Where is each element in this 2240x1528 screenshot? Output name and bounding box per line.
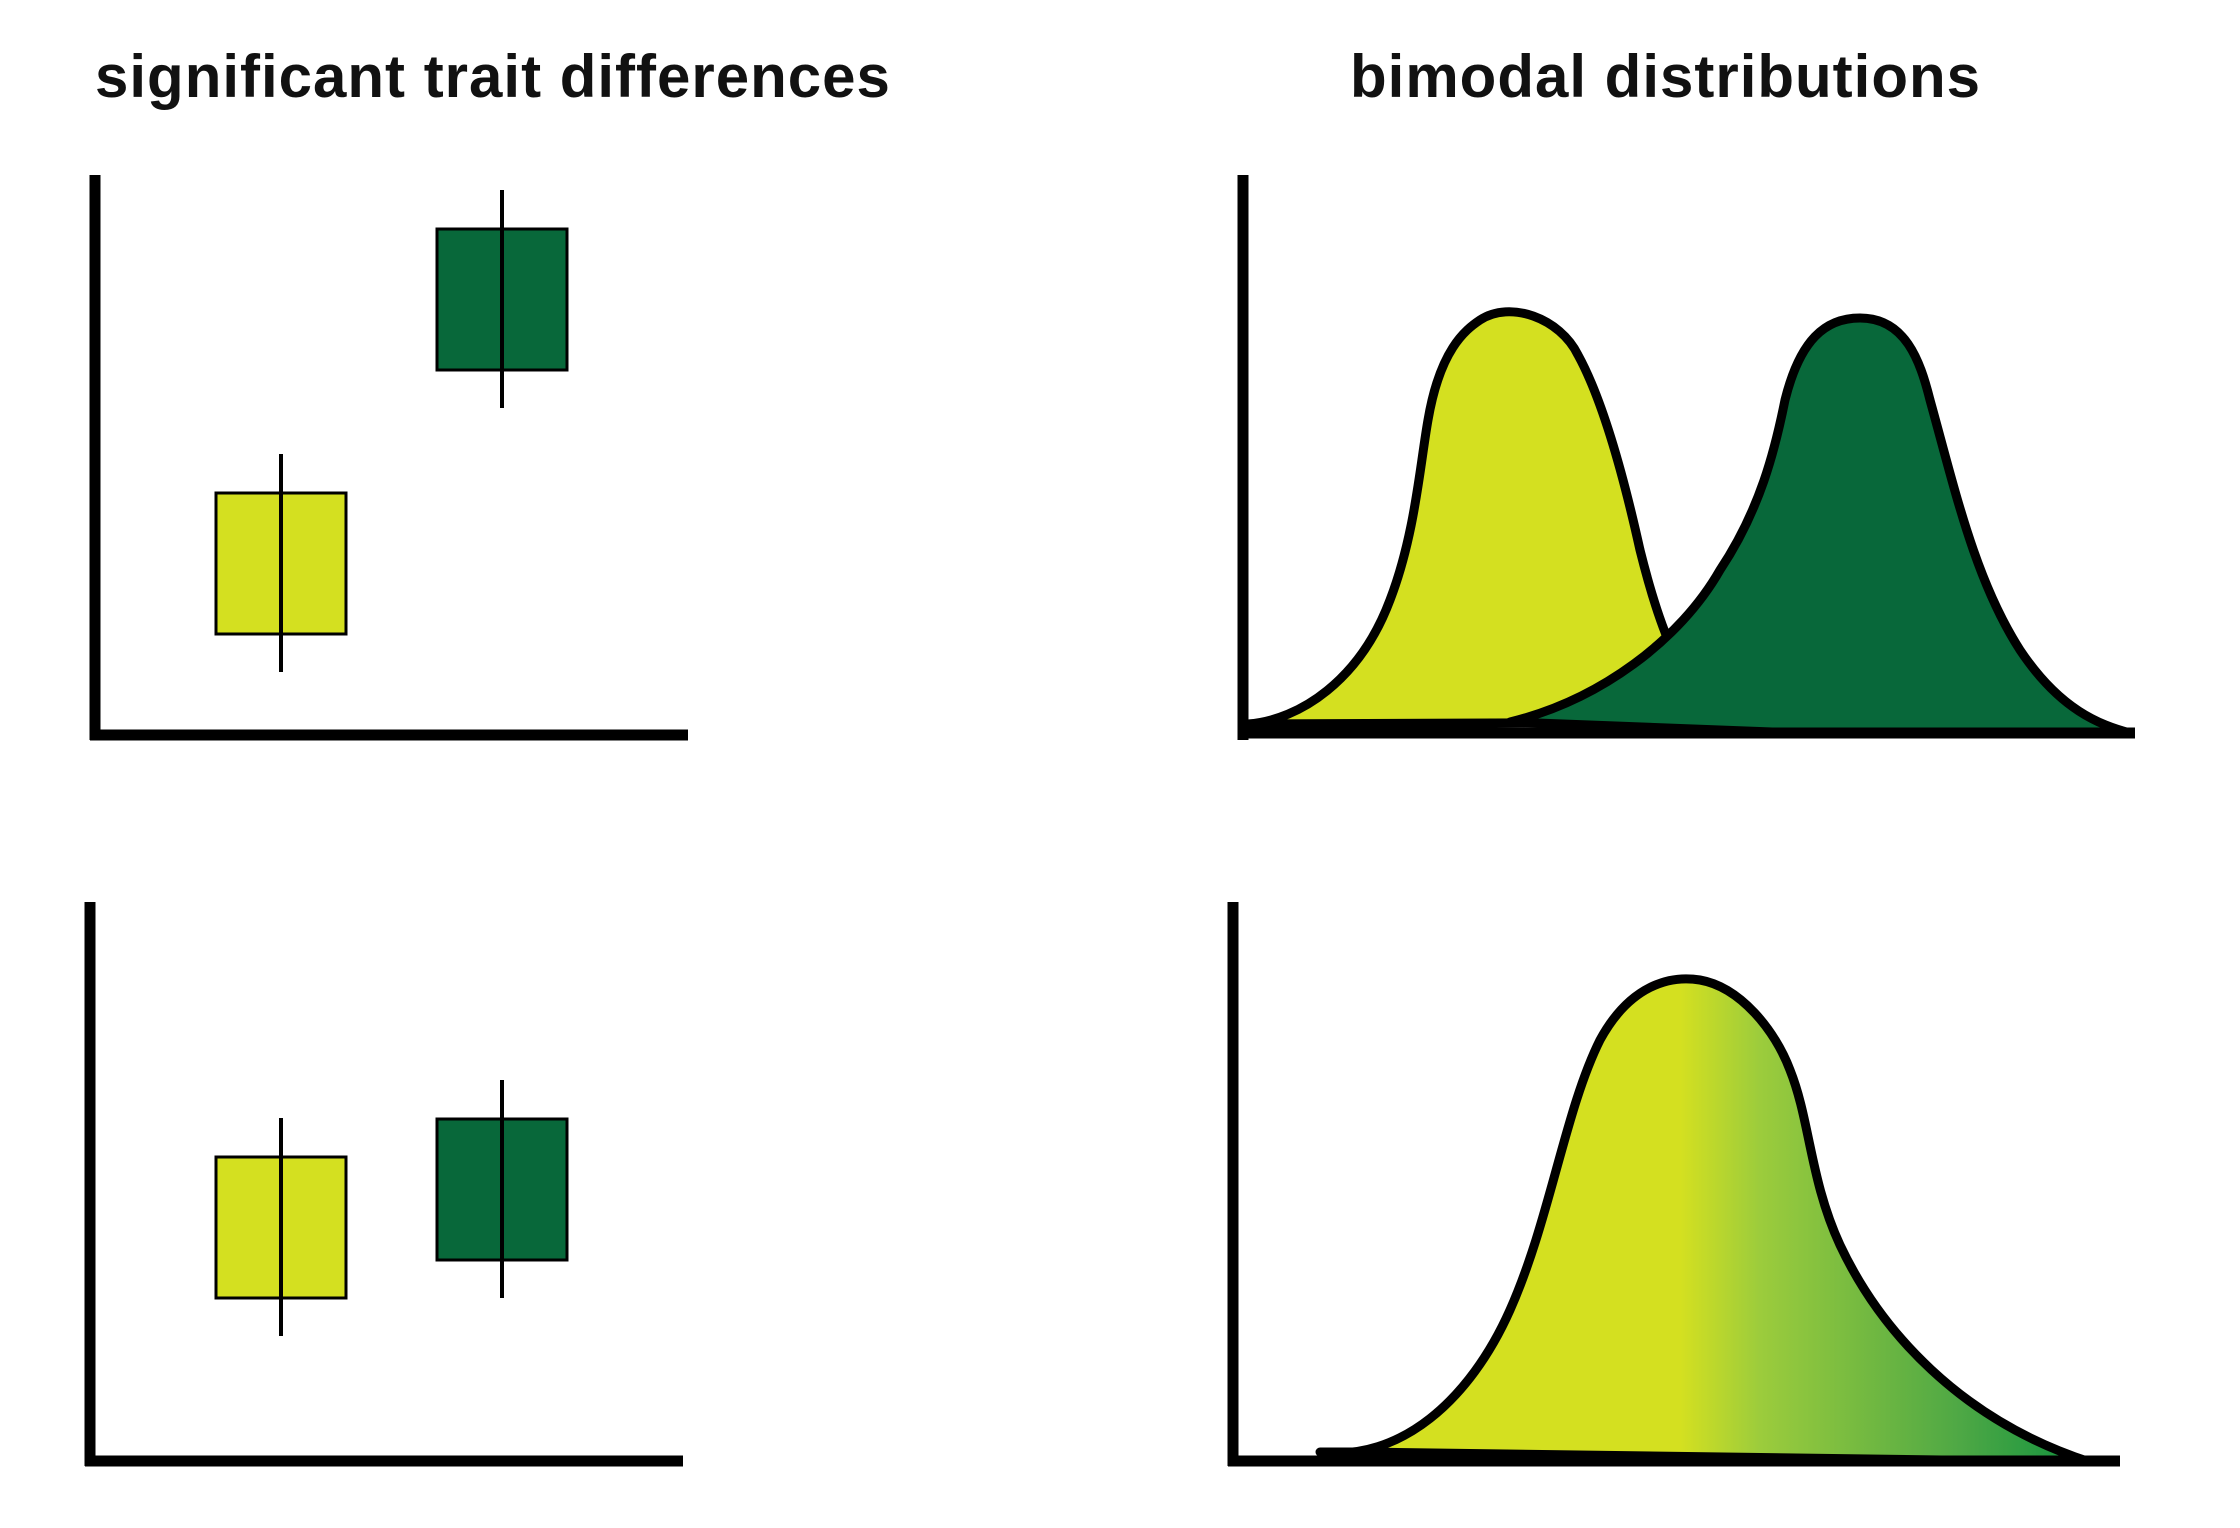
panel-bottom-left [84,902,683,1467]
distribution-curve-dark [1505,313,2135,738]
distribution-curve-unimodal [1315,974,2095,1467]
box-dark-group [435,190,569,408]
panel-bottom-right [1227,902,2120,1467]
box-dark-group [435,1080,569,1298]
box-light-group [214,454,348,672]
title-significant-trait-differences: significant trait differences [95,43,891,110]
title-bimodal-distributions: bimodal distributions [1350,43,1981,110]
panel-top-left [89,175,688,741]
panel-top-right [1237,175,2135,740]
distribution-curve-light [1243,307,1745,729]
box-light-group [214,1118,348,1336]
